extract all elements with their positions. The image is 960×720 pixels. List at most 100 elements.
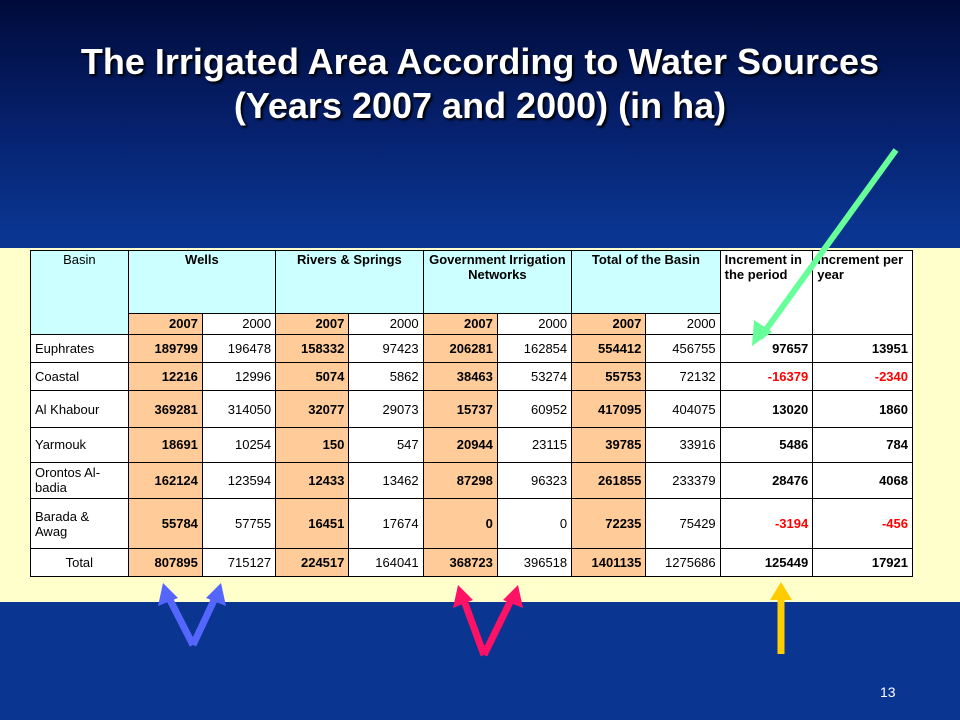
total-2007-cell: 554412 (571, 334, 647, 364)
wells-2007-cell: 18691 (127, 427, 203, 463)
total-2000-cell: 33916 (645, 427, 721, 463)
increment-year-cell: 784 (812, 427, 913, 463)
gov-2000-cell: 96323 (496, 461, 573, 500)
total-2007-cell: 261855 (571, 461, 647, 500)
increment-period-cell: 97657 (719, 334, 814, 364)
green-arrow-icon (752, 148, 899, 346)
rivers-2007-cell: 224517 (275, 547, 350, 578)
total-2000-cell: 456755 (645, 334, 721, 364)
total-2000-cell: 404075 (645, 390, 721, 429)
header-increment-period: Increment in the period (719, 249, 814, 336)
rivers-2007-cell: 16451 (275, 498, 350, 549)
increment-year-cell: 1860 (812, 390, 913, 429)
increment-period-cell: -16379 (719, 362, 814, 392)
gov-2007-cell: 87298 (422, 461, 498, 500)
increment-period-cell: 125449 (719, 547, 814, 578)
year-2007-wells: 2007 (127, 312, 203, 336)
gov-2007-cell: 20944 (422, 427, 498, 463)
table-row: Yarmouk 18691 10254 150 547 20944 23115 39785 33… (30, 427, 913, 463)
year-2000-rivers: 2000 (348, 312, 424, 336)
rivers-2000-cell: 164041 (348, 547, 424, 578)
basin-name-cell: Coastal (30, 362, 129, 392)
header-rivers-springs: Rivers & Springs (275, 250, 424, 314)
header-wells: Wells (127, 250, 277, 314)
rivers-2000-cell: 13462 (348, 461, 424, 500)
page-number: 13 (880, 684, 896, 700)
increment-period-cell: 13020 (719, 390, 814, 429)
year-2000-wells: 2000 (201, 312, 277, 336)
table-row: Euphrates 189799 196478 158332 97423 206281 16… (30, 334, 913, 364)
wells-2007-cell: 162124 (127, 461, 203, 500)
table-body: Euphrates 189799 196478 158332 97423 206281 16… (30, 334, 913, 578)
wells-2007-cell: 189799 (127, 334, 203, 364)
wells-2007-cell: 12216 (127, 362, 203, 392)
table-row: Coastal 12216 12996 5074 5862 38463 53274 55753… (30, 362, 913, 392)
total-2007-cell: 417095 (571, 390, 647, 429)
total-2007-cell: 55753 (571, 362, 647, 392)
increment-period-cell: 28476 (719, 461, 814, 500)
wells-2007-cell: 807895 (127, 547, 203, 578)
increment-period-cell: 5486 (719, 427, 814, 463)
total-2007-cell: 39785 (571, 427, 647, 463)
rivers-2000-cell: 97423 (348, 334, 424, 364)
wells-2007-cell: 55784 (127, 498, 203, 549)
table-row: Total 807895 715127 224517 164041 368723 39651… (30, 547, 913, 578)
rivers-2000-cell: 5862 (348, 362, 424, 392)
wells-2000-cell: 314050 (201, 390, 277, 429)
slide-title: The Irrigated Area According to Water So… (80, 41, 880, 126)
gov-2000-cell: 53274 (496, 362, 573, 392)
gov-2007-cell: 15737 (422, 390, 498, 429)
rivers-2007-cell: 5074 (275, 362, 350, 392)
blue-arrow-right-icon (189, 583, 226, 647)
blue-arrow-left-icon (158, 583, 197, 647)
year-2007-total: 2007 (571, 312, 647, 336)
gov-2000-cell: 162854 (496, 334, 573, 364)
rivers-2007-cell: 32077 (275, 390, 350, 429)
gov-2007-cell: 206281 (422, 334, 498, 364)
year-2000-total: 2000 (645, 312, 721, 336)
basin-name-cell: Barada & Awag (30, 498, 129, 549)
increment-period-cell: -3194 (719, 498, 814, 549)
increment-year-cell: -2340 (812, 362, 913, 392)
pink-arrow-left-icon (453, 585, 488, 657)
increment-year-cell: 17921 (812, 547, 913, 578)
table-row: Orontos Al-badia 162124 123594 12433 13462 87… (30, 461, 913, 500)
wells-2007-cell: 369281 (127, 390, 203, 429)
rivers-2007-cell: 12433 (275, 461, 350, 500)
wells-2000-cell: 12996 (201, 362, 277, 392)
total-2007-cell: 1401135 (571, 547, 647, 578)
rivers-2000-cell: 29073 (348, 390, 424, 429)
pink-arrow-right-icon (480, 585, 523, 657)
yellow-arrow-icon (770, 582, 792, 654)
gov-2000-cell: 0 (496, 498, 573, 549)
gov-2000-cell: 396518 (496, 547, 573, 578)
wells-2000-cell: 10254 (201, 427, 277, 463)
gov-2007-cell: 38463 (422, 362, 498, 392)
irrigated-area-table: Basin Wells Rivers & Springs Government … (30, 249, 913, 578)
rivers-2007-cell: 158332 (275, 334, 350, 364)
wells-2000-cell: 715127 (201, 547, 277, 578)
gov-2000-cell: 60952 (496, 390, 573, 429)
header-total-basin: Total of the Basin (571, 250, 721, 314)
table-row: Al Khabour 369281 314050 32077 29073 15737 609… (30, 390, 913, 429)
increment-year-cell: 4068 (812, 461, 913, 500)
total-2007-cell: 72235 (571, 498, 647, 549)
total-2000-cell: 72132 (645, 362, 721, 392)
wells-2000-cell: 57755 (201, 498, 277, 549)
total-2000-cell: 75429 (645, 498, 721, 549)
wells-2000-cell: 196478 (201, 334, 277, 364)
gov-2007-cell: 0 (422, 498, 498, 549)
gov-2000-cell: 23115 (496, 427, 573, 463)
total-2000-cell: 233379 (645, 461, 721, 500)
basin-name-cell: Total (30, 547, 129, 578)
header-government-networks: Government Irrigation Networks (422, 250, 573, 314)
increment-year-cell: 13951 (812, 334, 913, 364)
year-2000-gov: 2000 (496, 312, 573, 336)
basin-name-cell: Al Khabour (30, 390, 129, 429)
year-2007-gov: 2007 (422, 312, 498, 336)
rivers-2007-cell: 150 (275, 427, 350, 463)
rivers-2000-cell: 547 (348, 427, 424, 463)
gov-2007-cell: 368723 (422, 547, 498, 578)
total-2000-cell: 1275686 (645, 547, 721, 578)
